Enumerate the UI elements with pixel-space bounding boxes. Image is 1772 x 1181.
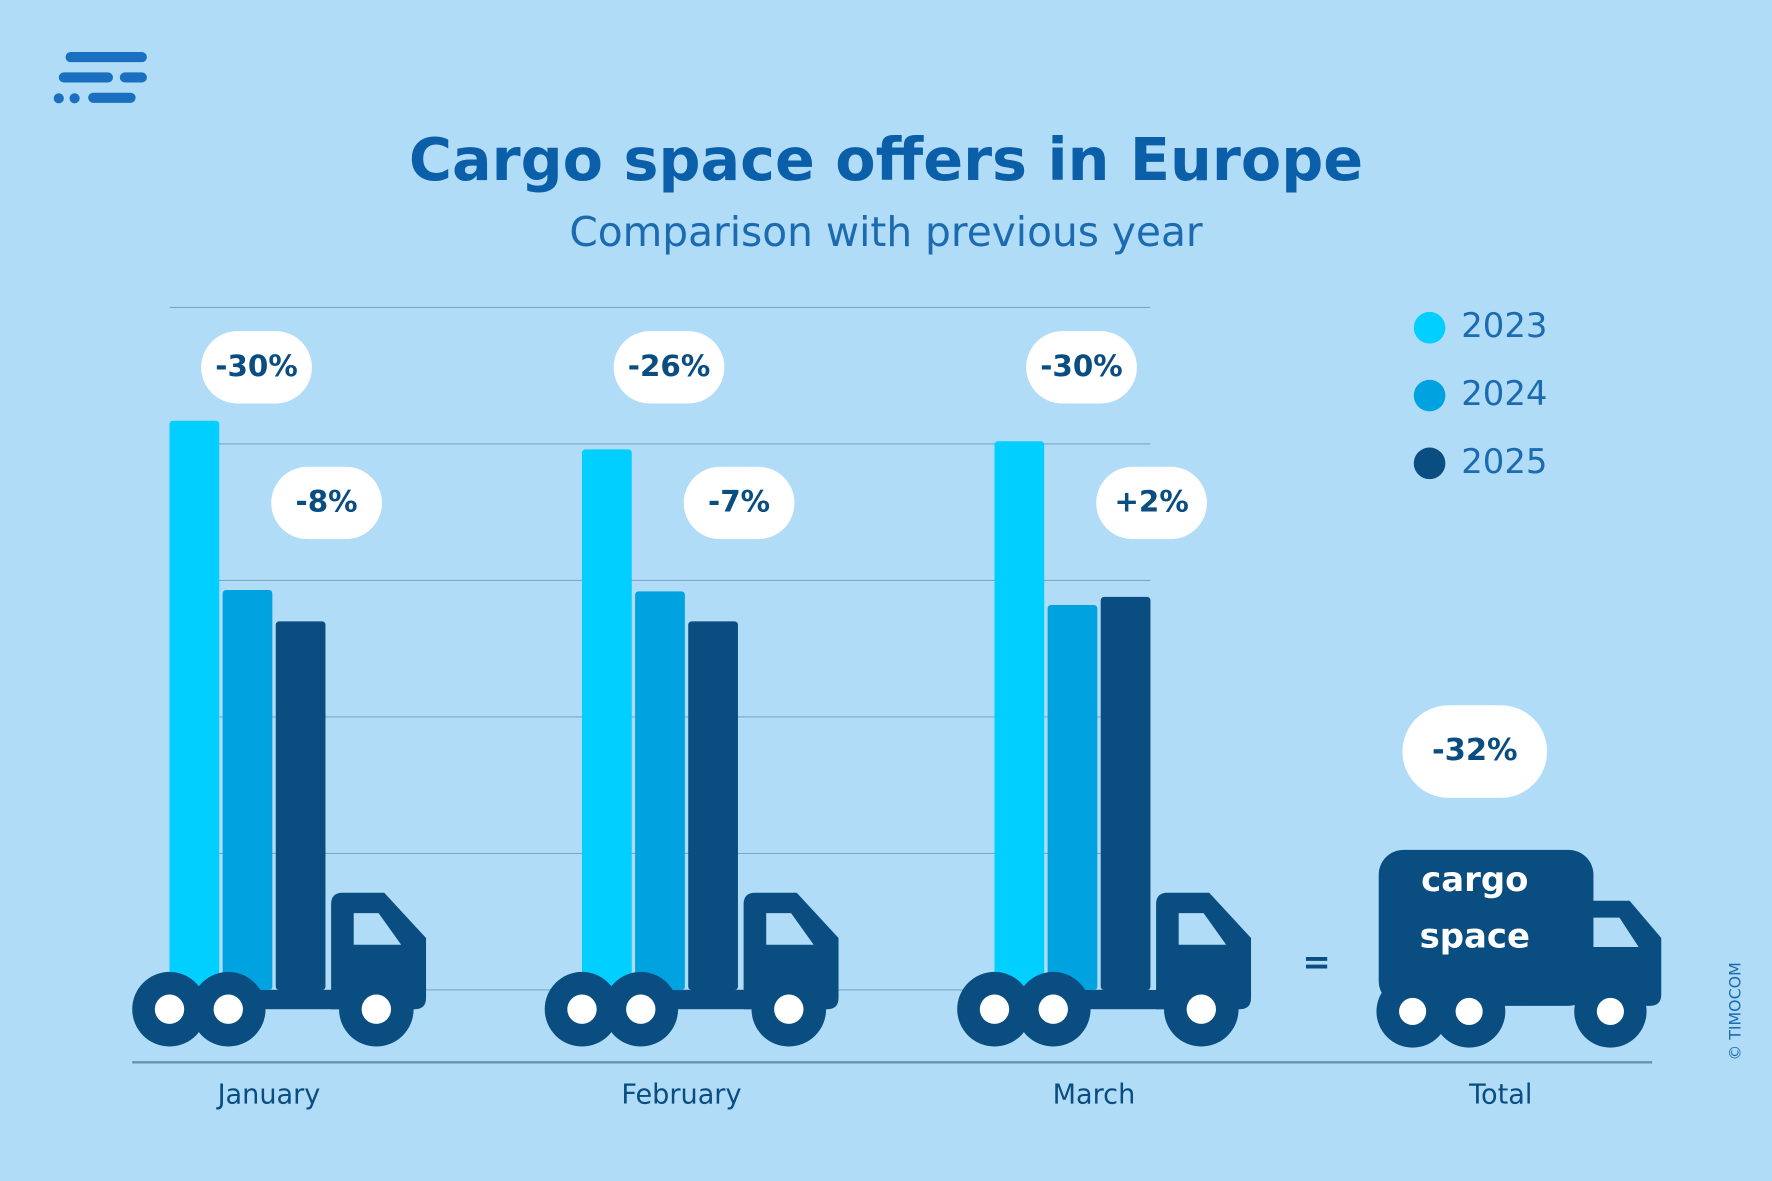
bar: [169, 420, 220, 990]
change-bubble: [271, 466, 382, 540]
legend-label: 2023: [1461, 306, 1547, 345]
total-truck: [1376, 849, 1662, 1048]
equals-sign: =: [1302, 942, 1330, 981]
truck-window: [353, 913, 402, 945]
legend-label: 2024: [1461, 374, 1547, 413]
chart-subtitle: Comparison with previous year: [569, 208, 1202, 256]
bar: [222, 589, 273, 990]
change-label: -32%: [1432, 733, 1518, 768]
truck-window: [1178, 913, 1227, 945]
bar: [994, 441, 1045, 990]
legend-label: 2025: [1461, 442, 1547, 481]
change-label: +2%: [1114, 484, 1188, 518]
wheel-hub: [626, 994, 656, 1024]
change-bubble: [613, 331, 725, 404]
x-tick-label: January: [216, 1080, 321, 1111]
wheel-hub: [567, 994, 597, 1024]
wheel-hub: [361, 994, 392, 1024]
change-bubble: [683, 466, 795, 540]
bar: [582, 449, 632, 990]
change-label: -8%: [296, 484, 358, 518]
change-label: -30%: [1040, 349, 1123, 383]
change-bubble: [1026, 331, 1137, 404]
copyright: © TIMOCOM: [1725, 962, 1744, 1060]
truck-text: space: [1420, 917, 1530, 956]
x-tick-label: February: [621, 1080, 741, 1111]
x-tick-label: March: [1053, 1080, 1136, 1111]
change-bubble: [1402, 705, 1548, 798]
wheel-hub: [213, 994, 243, 1024]
change-bubble: [1096, 466, 1207, 540]
change-label: -30%: [215, 349, 298, 383]
change-label: -26%: [628, 349, 711, 383]
legend-marker: [1413, 311, 1446, 344]
legend-marker: [1413, 447, 1446, 480]
truck-window: [766, 913, 814, 945]
logo: [53, 52, 147, 104]
change-label: -7%: [708, 484, 770, 518]
bar: [1100, 596, 1151, 990]
truck-text: cargo: [1421, 860, 1528, 899]
bar: [688, 621, 738, 990]
wheel-hub: [1038, 994, 1068, 1024]
bar: [635, 591, 685, 990]
wheel-hub: [774, 994, 804, 1024]
bar: [275, 621, 326, 990]
legend-marker: [1413, 379, 1446, 412]
chart-title: Cargo space offers in Europe: [409, 125, 1363, 194]
wheel-hub: [1186, 994, 1216, 1024]
bar: [1047, 605, 1098, 990]
wheel-hub: [979, 994, 1010, 1024]
x-tick-label: Total: [1468, 1080, 1532, 1111]
change-bubble: [201, 331, 312, 404]
wheel-hub: [154, 994, 185, 1024]
